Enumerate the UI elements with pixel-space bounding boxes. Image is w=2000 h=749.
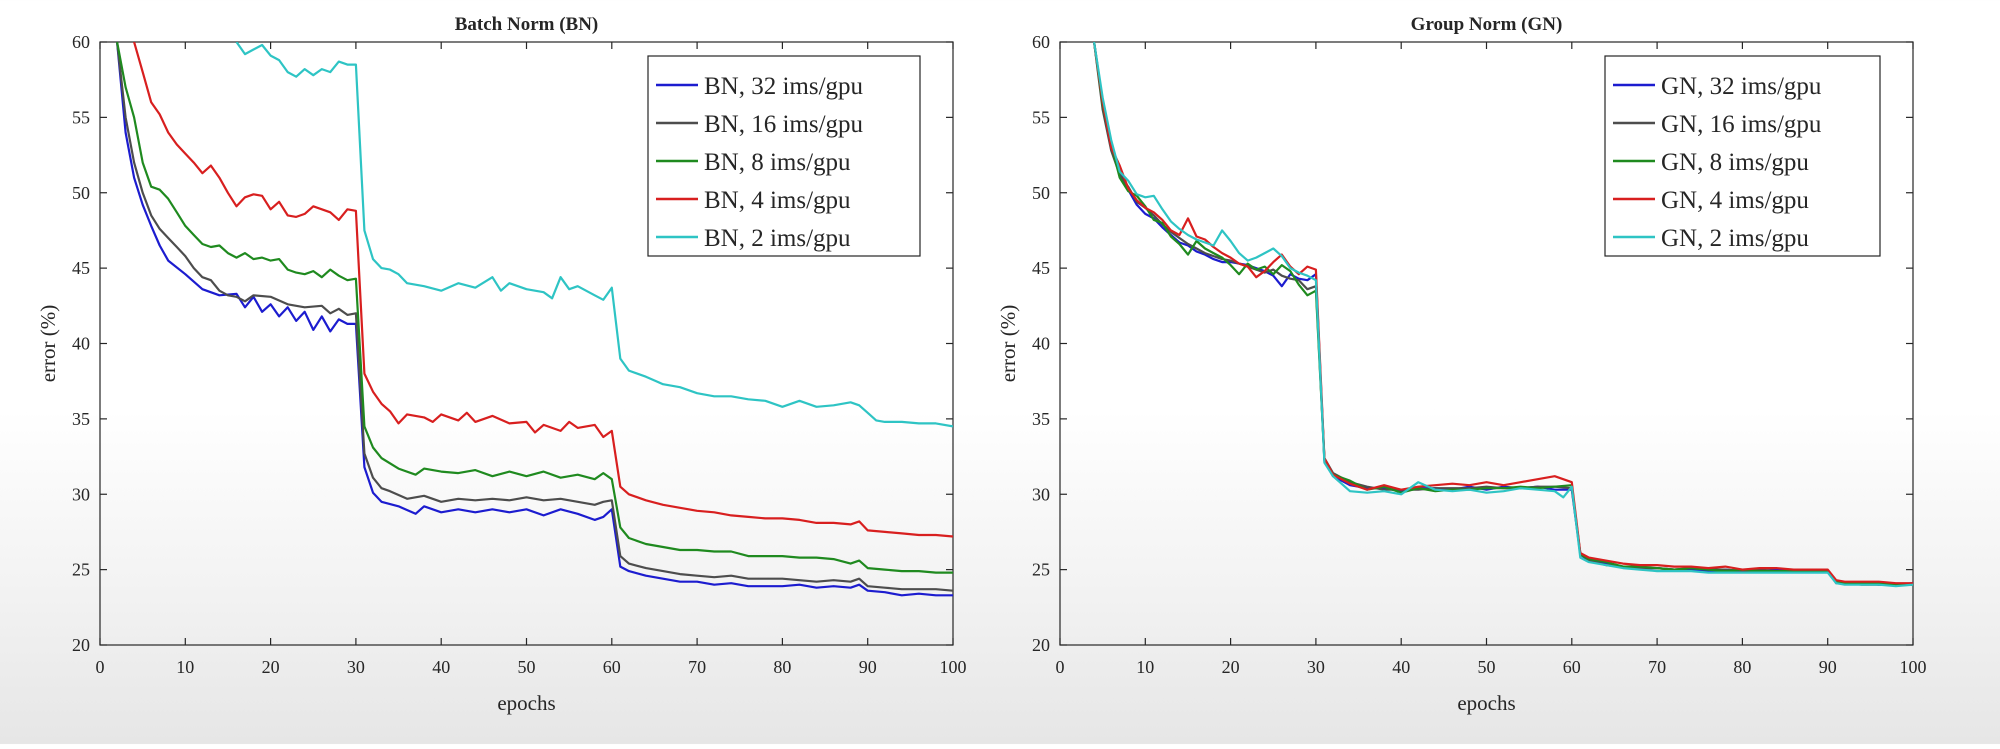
x-tick-label: 100 — [1900, 657, 1927, 677]
x-tick-label: 90 — [859, 657, 877, 677]
x-tick-label: 70 — [1648, 657, 1666, 677]
y-tick-label: 45 — [1032, 258, 1050, 278]
legend-label: GN, 8 ims/gpu — [1661, 149, 1809, 176]
y-tick-label: 60 — [1032, 32, 1050, 52]
series-line — [1093, 42, 1913, 588]
series-lines — [1093, 42, 1913, 588]
x-tick-label: 30 — [1307, 657, 1325, 677]
y-axis-label: error (%) — [36, 305, 60, 383]
x-tick-label: 80 — [1733, 657, 1751, 677]
y-tick-label: 40 — [1032, 334, 1050, 354]
x-tick-label: 80 — [773, 657, 791, 677]
y-tick-label: 55 — [72, 107, 90, 127]
x-tick-label: 20 — [1222, 657, 1240, 677]
y-tick-label: 45 — [72, 258, 90, 278]
x-tick-label: 40 — [1392, 657, 1410, 677]
series-line — [1093, 42, 1913, 585]
legend-label: BN, 2 ims/gpu — [704, 225, 851, 252]
x-tick-label: 30 — [347, 657, 365, 677]
x-tick-label: 0 — [96, 657, 105, 677]
x-tick-label: 70 — [688, 657, 706, 677]
x-tick-label: 90 — [1819, 657, 1837, 677]
chart-title: Group Norm (GN) — [1411, 14, 1563, 35]
legend-label: BN, 8 ims/gpu — [704, 149, 851, 176]
y-tick-label: 25 — [72, 560, 90, 580]
legend-label: BN, 16 ims/gpu — [704, 111, 864, 138]
y-tick-label: 30 — [72, 484, 90, 504]
legend: BN, 32 ims/gpu BN, 16 ims/gpu BN, 8 ims/gp… — [647, 55, 921, 257]
x-tick-label: 10 — [176, 657, 194, 677]
x-tick-label: 20 — [262, 657, 280, 677]
series-line — [116, 42, 953, 592]
y-tick-label: 50 — [1032, 183, 1050, 203]
x-tick-label: 60 — [603, 657, 621, 677]
y-tick-label: 60 — [72, 32, 90, 52]
legend-label: GN, 2 ims/gpu — [1661, 225, 1809, 252]
y-tick-label: 20 — [1032, 635, 1050, 655]
series-line — [235, 42, 953, 428]
y-tick-label: 35 — [72, 409, 90, 429]
x-tick-label: 40 — [432, 657, 450, 677]
y-tick-label: 50 — [72, 183, 90, 203]
y-axis-label: error (%) — [996, 305, 1020, 383]
series-line — [116, 42, 953, 574]
x-tick-label: 60 — [1563, 657, 1581, 677]
x-tick-label: 0 — [1056, 657, 1065, 677]
y-tick-label: 20 — [72, 635, 90, 655]
x-axis-label: epochs — [497, 691, 555, 715]
series-line — [116, 42, 953, 597]
legend-box — [647, 55, 921, 257]
legend-label: GN, 32 ims/gpu — [1661, 73, 1822, 100]
legend-label: GN, 4 ims/gpu — [1661, 187, 1809, 214]
series-line — [133, 42, 953, 538]
legend-label: BN, 4 ims/gpu — [704, 187, 851, 214]
x-tick-label: 100 — [940, 657, 967, 677]
chart-title: Batch Norm (BN) — [455, 14, 599, 35]
y-tick-label: 55 — [1032, 107, 1050, 127]
legend: GN, 32 ims/gpu GN, 16 ims/gpu GN, 8 ims/gp… — [1604, 55, 1881, 257]
legend-box — [1604, 55, 1881, 257]
legend-label: BN, 32 ims/gpu — [704, 73, 864, 100]
y-tick-label: 25 — [1032, 560, 1050, 580]
legend-label: GN, 16 ims/gpu — [1661, 111, 1822, 138]
x-tick-label: 50 — [518, 657, 536, 677]
x-tick-label: 10 — [1136, 657, 1154, 677]
y-tick-label: 40 — [72, 334, 90, 354]
x-tick-label: 50 — [1478, 657, 1496, 677]
bn-chart: 0 10 20 30 40 50 60 70 80 90 100 20 25 30 35 40 45 50 55 60… — [36, 14, 967, 715]
x-axis-label: epochs — [1457, 691, 1515, 715]
y-tick-label: 35 — [1032, 409, 1050, 429]
series-lines — [116, 42, 953, 597]
y-tick-label: 30 — [1032, 484, 1050, 504]
gn-chart: 0 10 20 30 40 50 60 70 80 90 100 20 25 30 35 40 45 50 55 60… — [996, 14, 1927, 715]
